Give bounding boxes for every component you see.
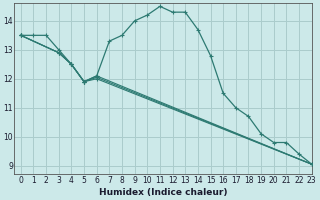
X-axis label: Humidex (Indice chaleur): Humidex (Indice chaleur) — [99, 188, 227, 197]
